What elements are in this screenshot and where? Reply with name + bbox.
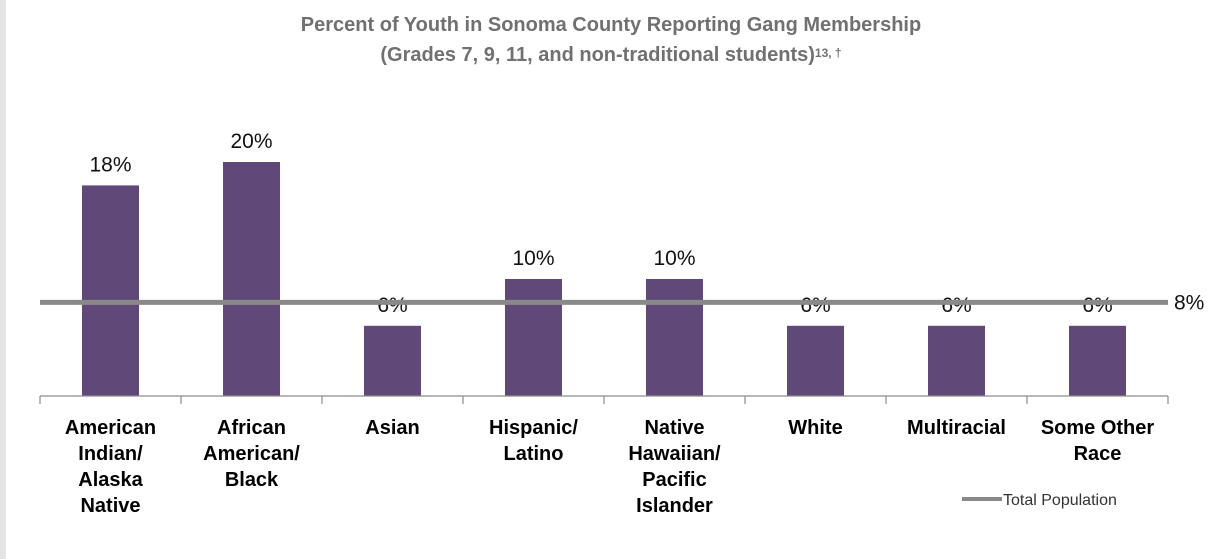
value-label-2: 6% bbox=[377, 294, 407, 317]
total-population-value-label: 8% bbox=[1174, 291, 1204, 314]
category-label-2-line-0: Asian bbox=[365, 417, 419, 439]
category-label-1-line-0: African bbox=[217, 417, 286, 439]
bar-6 bbox=[928, 325, 985, 396]
category-label-3-line-1: Latino bbox=[504, 443, 564, 465]
bar-4 bbox=[646, 279, 703, 396]
chart-title-line2: (Grades 7, 9, 11, and non-traditional st… bbox=[0, 40, 1222, 70]
category-label-7-line-0: Some Other bbox=[1041, 417, 1155, 439]
category-label-7-line-1: Race bbox=[1074, 443, 1122, 465]
chart-title-line2-text: (Grades 7, 9, 11, and non-traditional st… bbox=[380, 44, 815, 66]
bar-5 bbox=[787, 325, 844, 396]
category-label-0-line-0: American bbox=[65, 417, 156, 439]
category-label-3-line-0: Hispanic/ bbox=[489, 417, 578, 439]
chart-title-line1: Percent of Youth in Sonoma County Report… bbox=[300, 14, 922, 36]
category-label-4-line-3: Islander bbox=[636, 495, 713, 517]
chart-title: Percent of Youth in Sonoma County Report… bbox=[0, 10, 1222, 70]
page-edge bbox=[0, 0, 6, 559]
value-label-3: 10% bbox=[512, 247, 554, 270]
bar-0 bbox=[82, 185, 139, 396]
value-label-7: 6% bbox=[1082, 294, 1112, 317]
category-label-1-line-2: Black bbox=[225, 469, 279, 491]
category-label-4-line-1: Hawaiian/ bbox=[628, 443, 721, 465]
bar-7 bbox=[1069, 325, 1126, 396]
bar-2 bbox=[364, 325, 421, 396]
category-label-0-line-1: Indian/ bbox=[78, 443, 143, 465]
category-label-4-line-2: Pacific bbox=[642, 469, 706, 491]
category-label-0-line-2: Alaska bbox=[78, 469, 143, 491]
value-label-1: 20% bbox=[230, 130, 272, 153]
bar-3 bbox=[505, 279, 562, 396]
category-label-6-line-0: Multiracial bbox=[907, 417, 1006, 439]
value-label-4: 10% bbox=[653, 247, 695, 270]
bar-1 bbox=[223, 162, 280, 396]
category-label-4-line-0: Native bbox=[644, 417, 704, 439]
legend-label-total-population: Total Population bbox=[1003, 492, 1117, 509]
value-label-6: 6% bbox=[941, 294, 971, 317]
category-label-5-line-0: White bbox=[788, 417, 842, 439]
value-label-0: 18% bbox=[89, 153, 131, 176]
value-label-5: 6% bbox=[800, 294, 830, 317]
category-label-1-line-1: American/ bbox=[203, 443, 300, 465]
chart-title-superscript: 13, † bbox=[814, 46, 842, 60]
category-label-0-line-3: Native bbox=[80, 495, 140, 517]
